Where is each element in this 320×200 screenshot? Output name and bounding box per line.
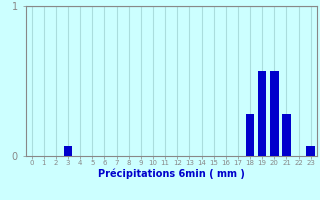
Bar	[246, 114, 254, 156]
Bar	[282, 114, 291, 156]
Bar	[64, 146, 72, 156]
X-axis label: Précipitations 6min ( mm ): Précipitations 6min ( mm )	[98, 169, 244, 179]
Bar	[270, 71, 279, 156]
Bar	[307, 146, 315, 156]
Bar	[258, 71, 267, 156]
